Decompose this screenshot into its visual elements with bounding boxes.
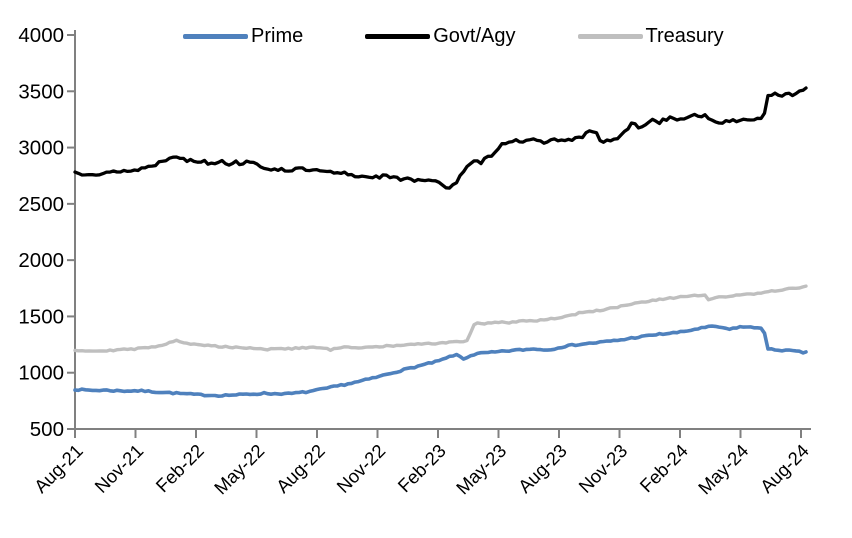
x-axis-label: Aug-22 <box>272 440 329 497</box>
x-axis-label: Aug-23 <box>514 440 571 497</box>
y-axis-label: 1000 <box>18 362 64 385</box>
x-axis-label: May-24 <box>694 440 752 498</box>
legend-label-treasury: Treasury <box>645 25 724 47</box>
x-axis-label: Feb-24 <box>636 440 692 496</box>
x-axis-label: May-23 <box>452 440 510 498</box>
legend-item-prime: Prime <box>183 25 303 47</box>
x-axis-label: May-22 <box>210 440 268 498</box>
chart-legend: Prime Govt/Agy Treasury <box>183 25 724 47</box>
x-axis-label: Nov-23 <box>574 440 631 497</box>
legend-swatch-govt-agy-icon <box>365 33 431 39</box>
y-axis-label: 4000 <box>18 24 64 47</box>
legend-item-treasury: Treasury <box>577 25 724 47</box>
y-axis-label: 2500 <box>18 193 64 216</box>
legend-label-prime: Prime <box>251 25 304 47</box>
y-axis-label: 500 <box>30 418 64 441</box>
legend-swatch-prime-icon <box>183 33 248 39</box>
legend-label-govt-agy: Govt/Agy <box>433 25 516 47</box>
x-axis-label: Feb-23 <box>394 440 450 496</box>
series-line-govt-agy <box>73 86 808 190</box>
x-axis-label: Feb-22 <box>152 440 208 496</box>
x-axis-label: Nov-22 <box>332 440 389 497</box>
legend-swatch-treasury-icon <box>577 33 643 39</box>
x-axis-label: Aug-21 <box>30 440 87 497</box>
legend-item-govt-agy: Govt/Agy <box>365 25 516 47</box>
y-axis-label: 2000 <box>18 249 64 272</box>
y-axis-label: 3500 <box>18 80 64 103</box>
series-line-treasury <box>73 284 808 353</box>
series-line-prime <box>73 324 808 398</box>
x-axis-label: Aug-24 <box>756 440 813 497</box>
y-axis-label: 1500 <box>18 305 64 328</box>
x-axis-label: Nov-21 <box>90 440 147 497</box>
y-axis-label: 3000 <box>18 137 64 160</box>
